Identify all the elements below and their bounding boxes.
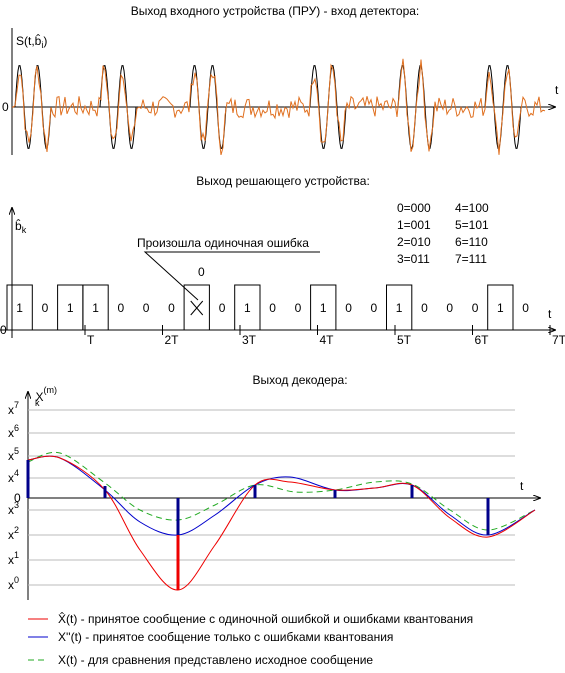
curve-error <box>27 455 536 591</box>
level-base: x <box>8 426 14 440</box>
level-sup: 4 <box>14 468 19 478</box>
code: 4=100 <box>455 201 489 215</box>
level-base: x <box>8 503 14 517</box>
bit: 1 <box>396 301 403 315</box>
curve-quantized <box>27 455 536 536</box>
y-label: b̂k <box>15 218 27 235</box>
level-sup: 1 <box>14 550 19 560</box>
bit: 1 <box>244 301 251 315</box>
x-label: t <box>555 83 559 97</box>
bit-box <box>487 284 514 331</box>
period-label: 5T <box>397 333 412 347</box>
bit: 0 <box>118 301 125 315</box>
period-label: 3T <box>242 333 257 347</box>
panel2-title: Выход решающего устройства: <box>196 174 370 188</box>
level-sup: 6 <box>14 423 19 433</box>
bit: 1 <box>16 301 23 315</box>
code: 1=001 <box>397 218 431 232</box>
origin: 0 <box>14 491 21 505</box>
bit: 1 <box>92 301 99 315</box>
legend-text: X̂(t) - принятое сообщение с одиночной о… <box>58 611 473 626</box>
bit: 0 <box>219 301 226 315</box>
level-base: x <box>8 403 14 417</box>
level-sup: 2 <box>14 525 19 535</box>
bit: 0 <box>371 301 378 315</box>
bit-box <box>234 284 261 331</box>
legend-text: X(t) - для сравнения представлено исходн… <box>58 653 373 667</box>
level-label: x7 <box>8 400 19 417</box>
bit: 1 <box>67 301 74 315</box>
bit-box <box>183 284 210 331</box>
code: 2=010 <box>397 235 431 249</box>
panel1-title: Выход входного устройства (ПРУ) - вход д… <box>131 4 420 18</box>
level-base: x <box>8 553 14 567</box>
noisy-signal <box>11 58 546 156</box>
error-cross <box>190 300 204 316</box>
bit: 0 <box>295 301 302 315</box>
bit: 0 <box>168 301 175 315</box>
level-sup: 5 <box>14 446 19 456</box>
code: 0=000 <box>397 201 431 215</box>
level-label: x4 <box>8 468 19 485</box>
level-label: x0 <box>8 575 19 592</box>
period-label: 4T <box>320 333 335 347</box>
level-label: x3 <box>8 500 19 517</box>
level-sup: 0 <box>14 575 19 585</box>
level-label: x1 <box>8 550 19 567</box>
panel3-title: Выход декодера: <box>252 373 347 387</box>
code: 6=110 <box>455 235 488 249</box>
bit: 0 <box>42 301 49 315</box>
code: 7=111 <box>455 252 487 266</box>
bit: 0 <box>472 301 479 315</box>
period-label: 2T <box>165 333 180 347</box>
level-base: x <box>8 449 14 463</box>
bit-box <box>310 284 337 331</box>
bit-box <box>82 284 109 331</box>
level-label: x5 <box>8 446 19 463</box>
y-label: S(t,b̂i) <box>16 33 47 50</box>
bit: 1 <box>497 301 504 315</box>
level-label: x6 <box>8 423 19 440</box>
corrected-bit: 0 <box>198 265 205 279</box>
x-label: t <box>548 307 552 321</box>
annotation: Произошла одиночная ошибка <box>137 236 309 250</box>
bit: 1 <box>320 301 327 315</box>
legend-text: X''(t) - принятое сообщение только с оши… <box>58 630 393 644</box>
bit: 0 <box>446 301 453 315</box>
bit: 0 <box>345 301 352 315</box>
level-sup: 7 <box>14 400 19 410</box>
level-label: x2 <box>8 525 19 542</box>
period-label: T <box>87 333 95 347</box>
curve-original <box>27 451 536 531</box>
bit-box <box>6 284 33 331</box>
code: 5=101 <box>455 218 489 232</box>
origin: 0 <box>0 323 7 337</box>
level-sup: 3 <box>14 500 19 510</box>
bit: 0 <box>522 301 529 315</box>
level-base: x <box>8 528 14 542</box>
level-base: x <box>8 471 14 485</box>
period-label: 6T <box>475 333 490 347</box>
code: 3=011 <box>397 252 430 266</box>
bit: 0 <box>269 301 276 315</box>
bit: 0 <box>143 301 150 315</box>
period-label: 7T <box>552 333 565 347</box>
y-label: X(m) k <box>35 385 57 408</box>
x-label: t <box>520 479 524 493</box>
bit: 0 <box>421 301 428 315</box>
origin: 0 <box>2 100 9 114</box>
bit-box <box>386 284 413 331</box>
annotation-line <box>143 251 320 301</box>
level-base: x <box>8 578 14 592</box>
